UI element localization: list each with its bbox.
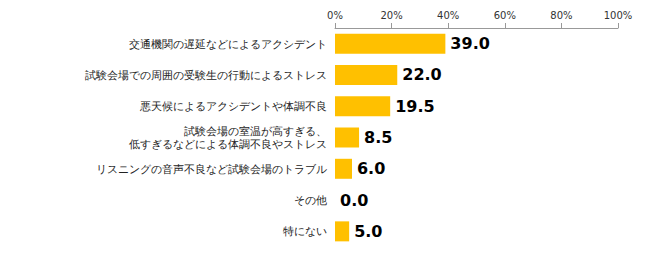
svg-text:22.0: 22.0: [402, 65, 441, 84]
svg-text:8.5: 8.5: [364, 128, 392, 147]
svg-text:60%: 60%: [494, 10, 516, 21]
svg-text:リスニングの音声不良など試験会場のトラブル: リスニングの音声不良など試験会場のトラブル: [96, 163, 327, 175]
svg-text:特にない: 特にない: [283, 225, 327, 237]
svg-text:交通機関の遅延などによるアクシデント: 交通機関の遅延などによるアクシデント: [129, 38, 327, 50]
svg-text:5.0: 5.0: [354, 222, 382, 241]
svg-text:0%: 0%: [327, 10, 343, 21]
svg-text:39.0: 39.0: [450, 34, 489, 53]
svg-text:6.0: 6.0: [357, 159, 385, 178]
svg-text:悪天候によるアクシデントや体調不良: 悪天候によるアクシデントや体調不良: [139, 100, 327, 112]
svg-text:100%: 100%: [604, 10, 633, 21]
svg-text:40%: 40%: [437, 10, 459, 21]
svg-text:19.5: 19.5: [395, 97, 434, 116]
svg-text:その他: その他: [294, 194, 327, 206]
svg-text:80%: 80%: [550, 10, 572, 21]
svg-text:試験会場の室温が高すぎる、: 試験会場の室温が高すぎる、: [184, 125, 327, 138]
svg-text:0.0: 0.0: [340, 191, 368, 210]
svg-text:20%: 20%: [380, 10, 402, 21]
svg-text:低すぎるなどによる体調不良やストレス: 低すぎるなどによる体調不良やストレス: [129, 138, 327, 151]
svg-text:試験会場での周囲の受験生の行動によるストレス: 試験会場での周囲の受験生の行動によるストレス: [85, 69, 327, 81]
